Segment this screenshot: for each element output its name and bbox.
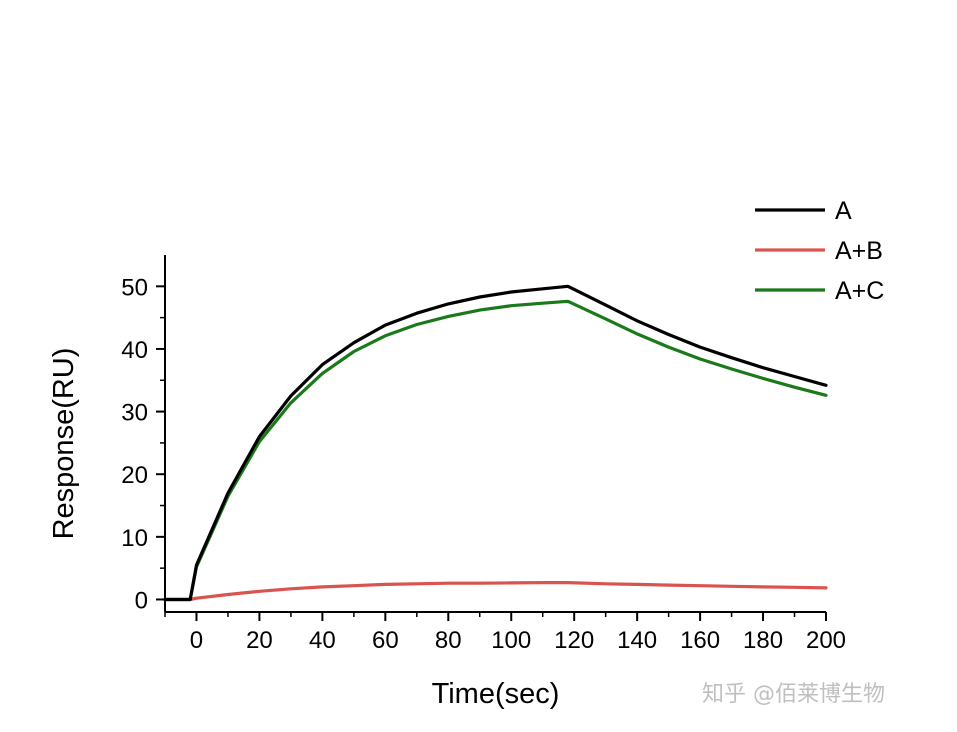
axes <box>164 255 826 613</box>
legend: A A+B A+C <box>755 197 884 305</box>
y-tick-label-30: 30 <box>121 400 148 427</box>
x-axis-title: Time(sec) <box>432 678 560 710</box>
y-axis-title: Response(RU) <box>48 348 80 540</box>
x-tick-label-80: 80 <box>435 627 462 654</box>
x-tick-label-180: 180 <box>743 627 783 654</box>
y-tick-label-10: 10 <box>121 525 148 552</box>
x-tick-label-200: 200 <box>806 627 846 654</box>
x-tick-label-60: 60 <box>372 627 399 654</box>
series-line-A-plus-B <box>163 580 828 602</box>
y-tick-label-20: 20 <box>121 462 148 489</box>
legend-label-A: A <box>835 197 852 225</box>
ticks: 0 20 40 60 80 100 120 140 160 180 200 0 10 20 30 40 50 <box>121 274 846 654</box>
y-tick-label-0: 0 <box>135 587 148 614</box>
x-tick-label-120: 120 <box>554 627 594 654</box>
series-line-A-plus-C <box>163 299 828 602</box>
series-line-A <box>163 284 828 602</box>
watermark: 知乎 @佰莱博生物 <box>702 682 885 707</box>
x-tick-label-0: 0 <box>190 627 203 654</box>
y-tick-label-50: 50 <box>121 274 148 301</box>
legend-label-A-plus-C: A+C <box>835 277 884 305</box>
x-tick-label-20: 20 <box>246 627 273 654</box>
legend-label-A-plus-B: A+B <box>835 237 883 265</box>
x-tick-label-160: 160 <box>680 627 720 654</box>
x-tick-label-100: 100 <box>491 627 531 654</box>
y-tick-label-40: 40 <box>121 337 148 364</box>
x-tick-label-140: 140 <box>617 627 657 654</box>
series-layer <box>163 284 828 602</box>
x-tick-label-40: 40 <box>309 627 336 654</box>
